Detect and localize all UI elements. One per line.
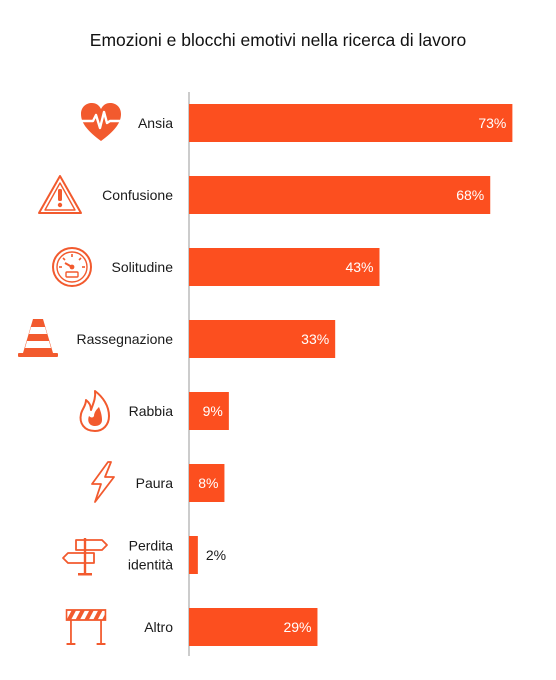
value-label: 68%	[456, 187, 484, 203]
bar-perdita-identit-	[189, 536, 198, 574]
bar-ansia	[189, 104, 513, 142]
category-label: Altro	[144, 619, 173, 635]
signpost-icon	[62, 532, 108, 576]
category-label: identità	[128, 557, 173, 573]
value-label: 29%	[283, 619, 311, 635]
value-label: 73%	[478, 115, 506, 131]
value-label: 43%	[345, 259, 373, 275]
value-label: 33%	[301, 331, 329, 347]
bar-rassegnazione	[189, 320, 336, 358]
category-label: Paura	[136, 475, 174, 491]
category-label: Perdita	[129, 538, 174, 554]
chart-title: Emozioni e blocchi emotivi nella ricerca…	[89, 30, 467, 50]
value-label: 8%	[198, 475, 218, 491]
barrier-icon	[63, 604, 109, 648]
bar-rabbia	[189, 392, 229, 430]
value-label: 2%	[206, 547, 226, 563]
category-label: Ansia	[138, 115, 173, 131]
category-label: Confusione	[102, 187, 173, 203]
category-label: Solitudine	[112, 259, 174, 275]
bar-paura	[189, 464, 225, 502]
bar-solitudine	[189, 248, 380, 286]
flame-icon	[72, 389, 118, 433]
gauge-icon	[49, 245, 95, 289]
warning-triangle-icon	[37, 173, 83, 217]
value-label: 9%	[203, 403, 223, 419]
lightning-icon	[80, 460, 126, 504]
traffic-cone-icon	[15, 315, 61, 359]
bar-altro	[189, 608, 318, 646]
category-label: Rassegnazione	[76, 331, 173, 347]
bar-confusione	[189, 176, 491, 214]
heart-pulse-icon	[78, 101, 124, 145]
category-label: Rabbia	[129, 403, 174, 419]
